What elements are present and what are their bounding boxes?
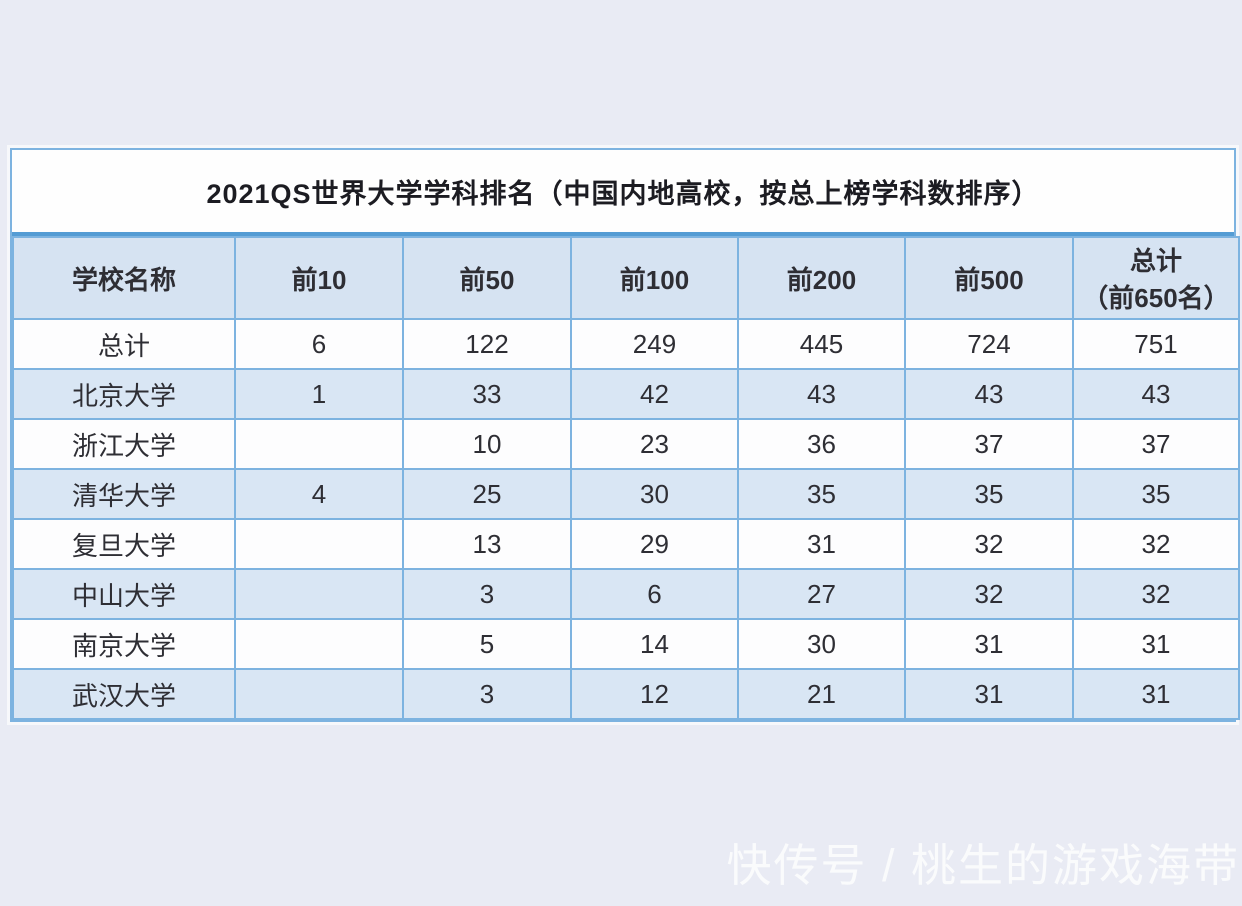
column-header-label: 前200 [786, 264, 857, 295]
value-cell: 32 [904, 568, 1074, 620]
value-cell: 32 [1072, 568, 1240, 620]
value-cell: 42 [570, 368, 739, 420]
column-header: 前500 [904, 236, 1074, 320]
value-cell: 37 [1072, 418, 1240, 470]
value-cell: 4 [234, 468, 404, 520]
school-name-cell: 北京大学 [12, 368, 236, 420]
value-cell: 3 [402, 568, 572, 620]
school-name-cell: 中山大学 [12, 568, 236, 620]
table-row: 复旦大学 13 29 31 32 32 [12, 518, 1240, 570]
value-cell: 43 [737, 368, 906, 420]
value-cell: 33 [402, 368, 572, 420]
value-cell: 35 [737, 468, 906, 520]
value-cell: 6 [234, 318, 404, 370]
value-cell: 27 [737, 568, 906, 620]
column-header: 前10 [234, 236, 404, 320]
table-header-row: 学校名称 前10 前50 前100 前200 前500 总计 （前650名） [12, 236, 1240, 320]
value-cell [234, 518, 404, 570]
column-header: 学校名称 [12, 236, 236, 320]
value-cell: 3 [402, 668, 572, 720]
value-cell [234, 568, 404, 620]
value-cell: 122 [402, 318, 572, 370]
value-cell: 31 [904, 618, 1074, 670]
table-row: 中山大学 3 6 27 32 32 [12, 568, 1240, 620]
value-cell: 724 [904, 318, 1074, 370]
value-cell: 12 [570, 668, 739, 720]
ranking-table-card: 2021QS世界大学学科排名（中国内地高校，按总上榜学科数排序） 学校名称 前10… [10, 148, 1240, 722]
table-row: 武汉大学 3 12 21 31 31 [12, 668, 1240, 720]
table-row: 北京大学 1 33 42 43 43 43 [12, 368, 1240, 420]
value-cell: 37 [904, 418, 1074, 470]
column-header-label: 学校名称 [71, 264, 176, 295]
value-cell: 249 [570, 318, 739, 370]
value-cell: 35 [904, 468, 1074, 520]
value-cell: 751 [1072, 318, 1240, 370]
school-name-cell: 浙江大学 [12, 418, 236, 470]
value-cell [234, 418, 404, 470]
value-cell: 31 [1072, 668, 1240, 720]
value-cell: 6 [570, 568, 739, 620]
column-header-label: 前10 [291, 264, 347, 295]
value-cell: 36 [737, 418, 906, 470]
value-cell: 43 [904, 368, 1074, 420]
column-header-label: 前50 [459, 264, 515, 295]
value-cell: 10 [402, 418, 572, 470]
value-cell: 31 [904, 668, 1074, 720]
school-name-cell: 清华大学 [12, 468, 236, 520]
column-header-label: 前100 [619, 264, 690, 295]
value-cell: 29 [570, 518, 739, 570]
table-row: 浙江大学 10 23 36 37 37 [12, 418, 1240, 470]
value-cell: 31 [737, 518, 906, 570]
value-cell: 21 [737, 668, 906, 720]
value-cell: 35 [1072, 468, 1240, 520]
value-cell: 1 [234, 368, 404, 420]
value-cell [234, 668, 404, 720]
table-row: 总计 6 122 249 445 724 751 [12, 318, 1240, 370]
value-cell: 43 [1072, 368, 1240, 420]
column-header-label: 总计 [1129, 246, 1182, 276]
value-cell: 30 [737, 618, 906, 670]
column-header: 前100 [570, 236, 739, 320]
school-name-cell: 复旦大学 [12, 518, 236, 570]
value-cell: 445 [737, 318, 906, 370]
value-cell [234, 618, 404, 670]
value-cell: 32 [1072, 518, 1240, 570]
value-cell: 31 [1072, 618, 1240, 670]
column-header: 前50 [402, 236, 572, 320]
value-cell: 23 [570, 418, 739, 470]
column-header: 总计 （前650名） [1072, 236, 1240, 320]
value-cell: 25 [402, 468, 572, 520]
school-name-cell: 总计 [12, 318, 236, 370]
school-name-cell: 南京大学 [12, 618, 236, 670]
value-cell: 32 [904, 518, 1074, 570]
value-cell: 13 [402, 518, 572, 570]
table-title: 2021QS世界大学学科排名（中国内地高校，按总上榜学科数排序） [12, 150, 1234, 236]
column-header: 前200 [737, 236, 906, 320]
column-header-sublabel: （前650名） [1082, 283, 1230, 313]
school-name-cell: 武汉大学 [12, 668, 236, 720]
ranking-table: 学校名称 前10 前50 前100 前200 前500 总计 （前650名） 总计 6 122 24… [12, 236, 1240, 720]
column-header-label: 前500 [954, 264, 1024, 295]
value-cell: 14 [570, 618, 739, 670]
table-row: 南京大学 5 14 30 31 31 [12, 618, 1240, 670]
table-row: 清华大学 4 25 30 35 35 35 [12, 468, 1240, 520]
value-cell: 30 [570, 468, 739, 520]
watermark: 快传号 / 桃生的游戏海带 [726, 840, 1240, 891]
value-cell: 5 [402, 618, 572, 670]
